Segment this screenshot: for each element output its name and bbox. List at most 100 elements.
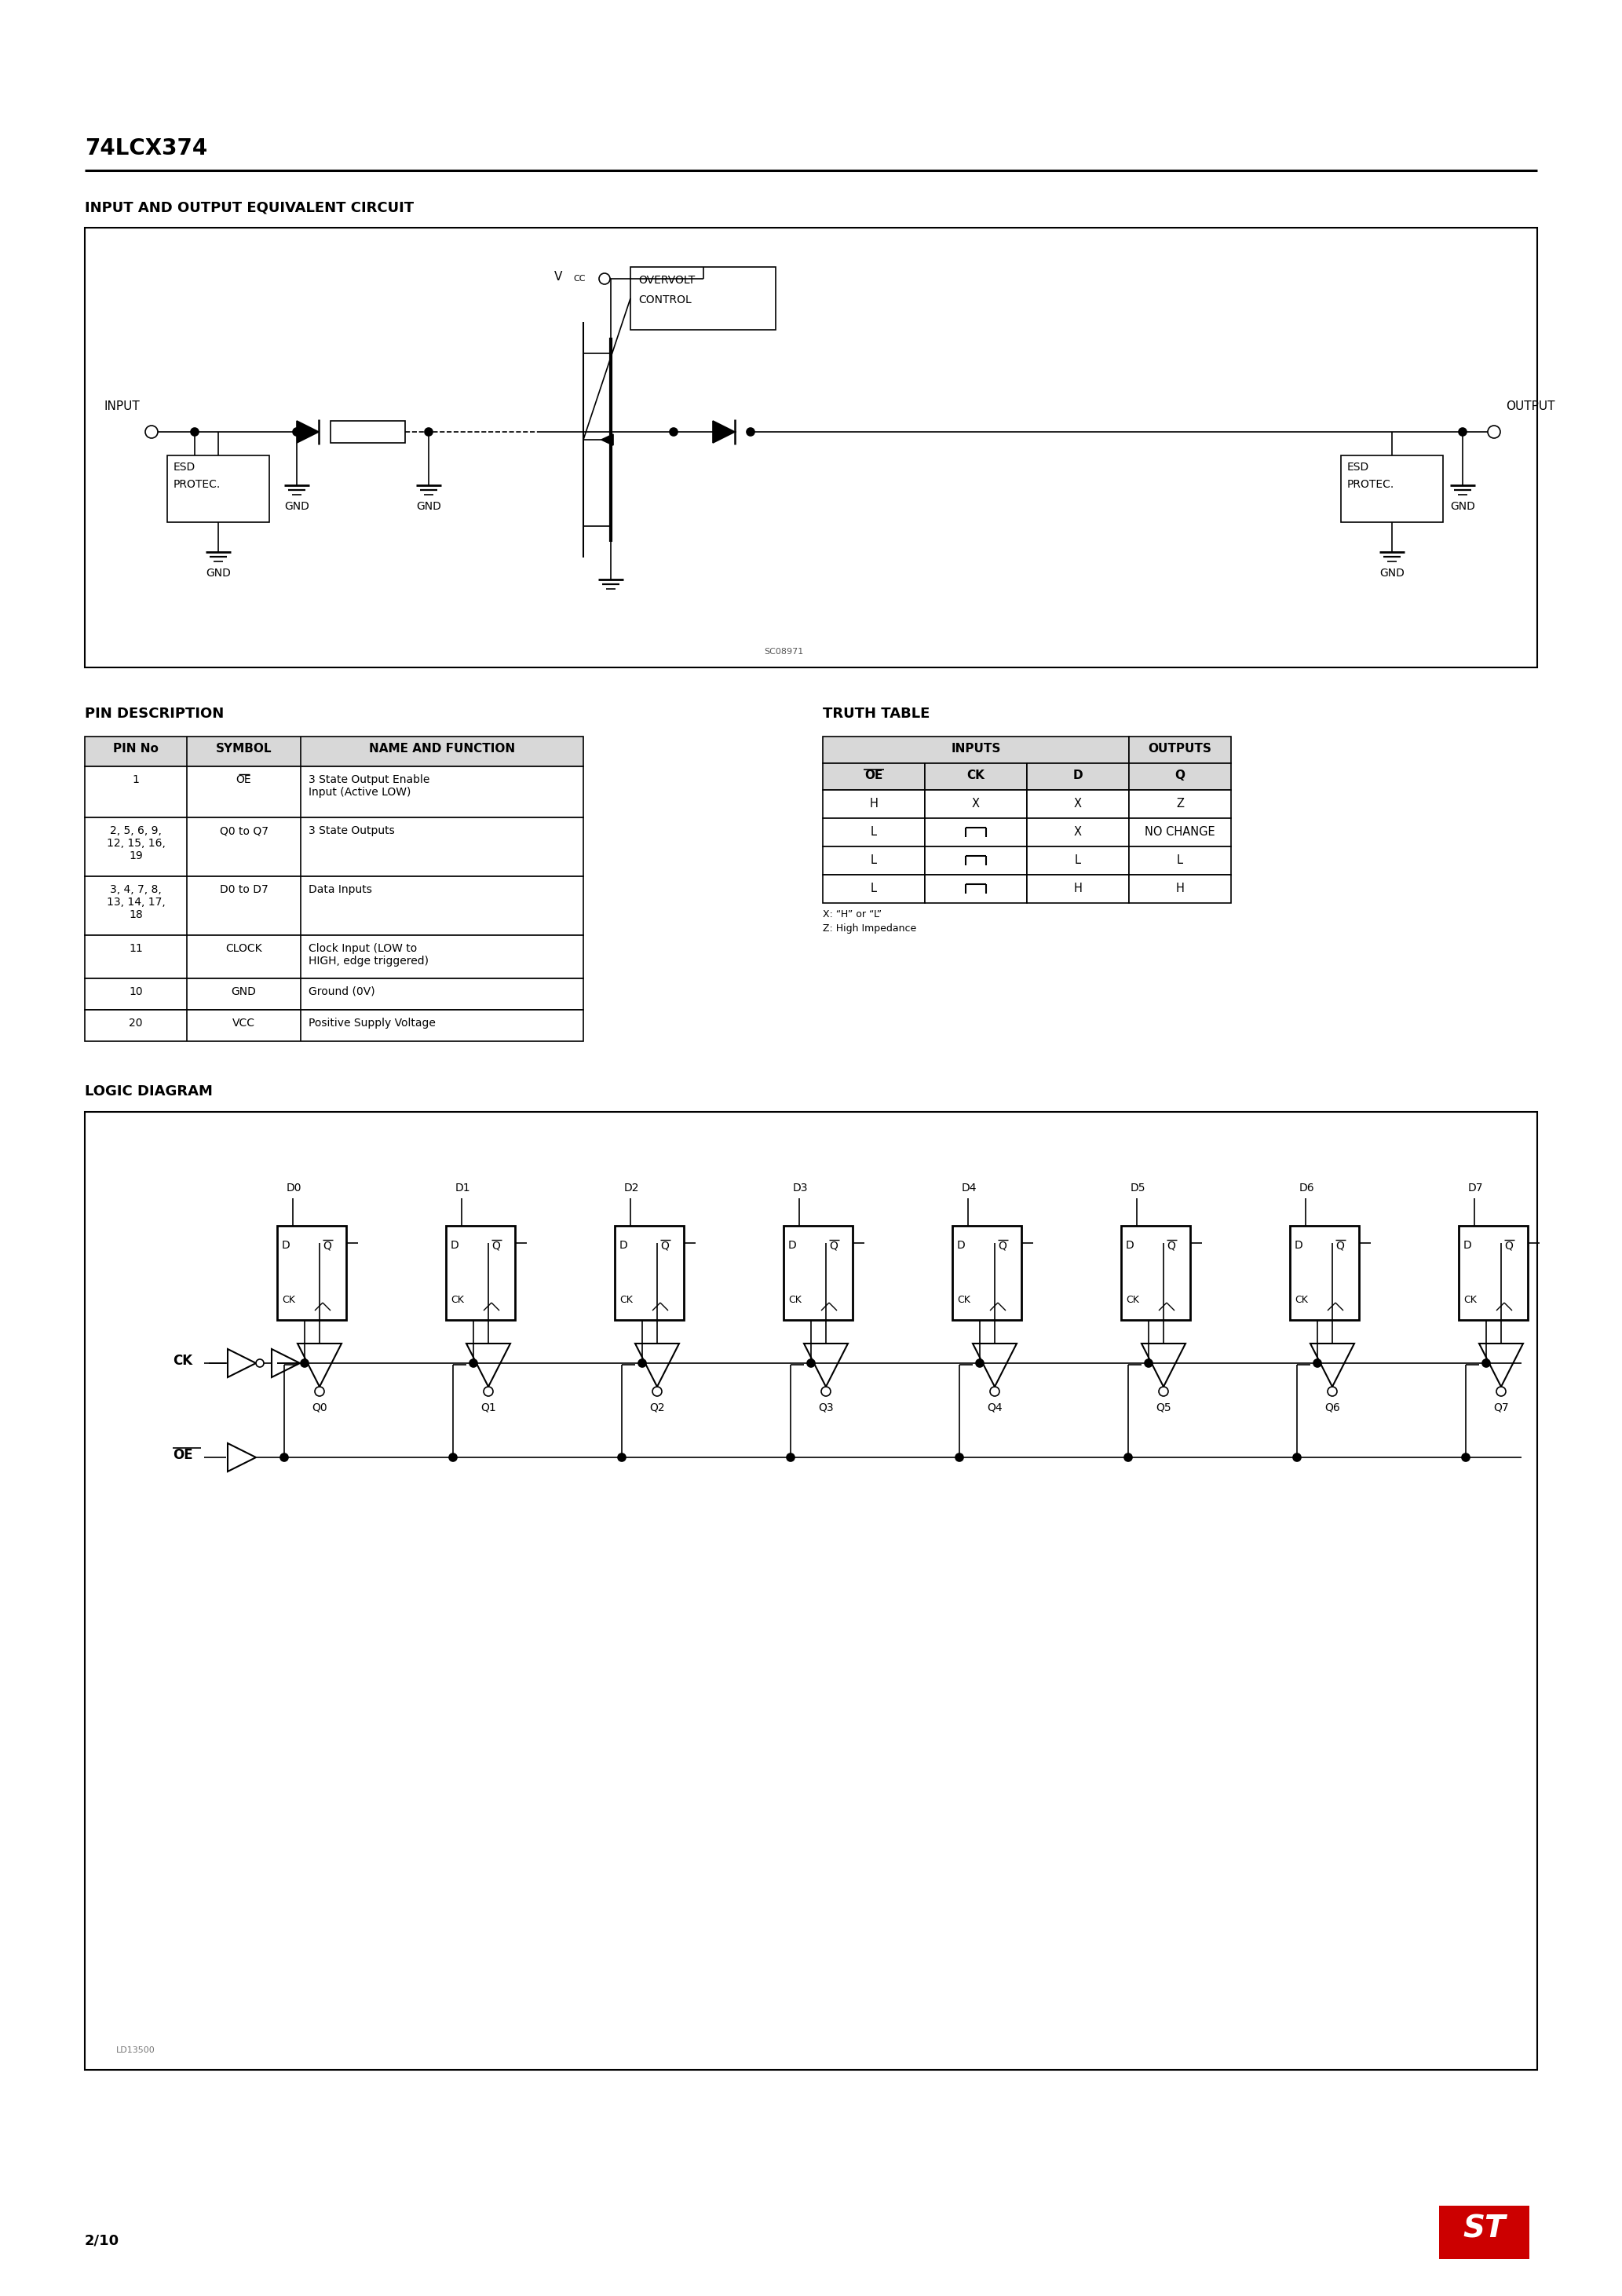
Bar — [1121, 1226, 1191, 1320]
Text: D: D — [1294, 1240, 1302, 1251]
Text: 2, 5, 6, 9,
12, 15, 16,
19: 2, 5, 6, 9, 12, 15, 16, 19 — [107, 824, 165, 861]
Text: D0: D0 — [287, 1182, 302, 1194]
Text: D: D — [957, 1240, 965, 1251]
Text: Q1: Q1 — [480, 1403, 496, 1414]
Text: D: D — [282, 1240, 290, 1251]
Bar — [822, 847, 925, 875]
Text: LOGIC DIAGRAM: LOGIC DIAGRAM — [84, 1084, 212, 1097]
Text: CK: CK — [282, 1295, 295, 1304]
Circle shape — [618, 1453, 626, 1460]
Text: L: L — [871, 854, 878, 866]
Text: PROTEC.: PROTEC. — [1348, 480, 1395, 489]
Text: OVERVOLT: OVERVOLT — [639, 276, 694, 285]
Text: CK: CK — [620, 1295, 633, 1304]
Text: TRUTH TABLE: TRUTH TABLE — [822, 707, 929, 721]
Text: Q7: Q7 — [1494, 1403, 1508, 1414]
Circle shape — [300, 1359, 308, 1366]
Text: CK: CK — [957, 1295, 970, 1304]
Text: ST: ST — [1463, 2213, 1505, 2243]
Circle shape — [976, 1359, 983, 1366]
Text: X: X — [1074, 827, 1082, 838]
Bar — [84, 817, 584, 877]
Text: CC: CC — [573, 276, 586, 282]
Bar — [84, 877, 584, 934]
Text: H: H — [1176, 882, 1184, 895]
Text: INPUT: INPUT — [104, 400, 141, 413]
Text: OE: OE — [865, 769, 882, 781]
Text: LD13500: LD13500 — [117, 2046, 156, 2055]
Bar — [1129, 737, 1231, 762]
Text: L: L — [1075, 854, 1082, 866]
Text: Q: Q — [1174, 769, 1186, 781]
Text: D6: D6 — [1299, 1182, 1315, 1194]
Polygon shape — [1142, 1343, 1186, 1387]
Text: Q: Q — [829, 1240, 837, 1251]
Circle shape — [294, 427, 300, 436]
Text: D4: D4 — [962, 1182, 976, 1194]
Bar — [84, 737, 584, 767]
Text: Ground (0V): Ground (0V) — [308, 987, 375, 996]
Text: INPUTS: INPUTS — [950, 744, 1001, 755]
Bar — [1027, 817, 1129, 847]
Text: Q2: Q2 — [649, 1403, 665, 1414]
Text: Data Inputs: Data Inputs — [308, 884, 371, 895]
Circle shape — [469, 1359, 477, 1366]
Text: NO CHANGE: NO CHANGE — [1145, 827, 1215, 838]
Circle shape — [1293, 1453, 1301, 1460]
Text: Q: Q — [1504, 1240, 1513, 1251]
Text: GND: GND — [206, 567, 230, 579]
Text: L: L — [871, 827, 878, 838]
Polygon shape — [297, 420, 320, 443]
Bar — [84, 767, 584, 817]
Text: Z: High Impedance: Z: High Impedance — [822, 923, 916, 934]
Circle shape — [1458, 427, 1466, 436]
Text: L: L — [871, 882, 878, 895]
Bar — [84, 1010, 584, 1040]
Text: SC08971: SC08971 — [764, 647, 803, 657]
Text: CK: CK — [172, 1355, 193, 1368]
Text: Z: Z — [1176, 797, 1184, 810]
Bar — [446, 1226, 516, 1320]
Text: D5: D5 — [1131, 1182, 1145, 1194]
Text: D: D — [1074, 769, 1083, 781]
Circle shape — [639, 1359, 646, 1366]
Text: Q: Q — [323, 1240, 331, 1251]
Bar — [84, 934, 584, 978]
Text: D: D — [620, 1240, 628, 1251]
Text: Q0: Q0 — [311, 1403, 328, 1414]
Text: OE: OE — [237, 774, 251, 785]
Circle shape — [1461, 1453, 1470, 1460]
Text: CK: CK — [1463, 1295, 1476, 1304]
Polygon shape — [602, 434, 613, 445]
Text: Clock Input (LOW to
HIGH, edge triggered): Clock Input (LOW to HIGH, edge triggered… — [308, 944, 428, 967]
Text: 3, 4, 7, 8,
13, 14, 17,
18: 3, 4, 7, 8, 13, 14, 17, 18 — [107, 884, 165, 921]
Text: Q5: Q5 — [1156, 1403, 1171, 1414]
Bar — [1129, 847, 1231, 875]
Polygon shape — [712, 420, 735, 443]
Text: 74LCX374: 74LCX374 — [84, 138, 208, 158]
Text: Q: Q — [660, 1240, 668, 1251]
Text: GND: GND — [417, 501, 441, 512]
Text: 20: 20 — [130, 1017, 143, 1029]
Bar — [925, 817, 1027, 847]
Bar — [1439, 2206, 1530, 2259]
Bar — [822, 737, 1129, 762]
Polygon shape — [297, 1343, 342, 1387]
Text: 3 State Output Enable
Input (Active LOW): 3 State Output Enable Input (Active LOW) — [308, 774, 430, 799]
Polygon shape — [636, 1343, 680, 1387]
Circle shape — [787, 1453, 795, 1460]
Text: D2: D2 — [624, 1182, 639, 1194]
Bar — [615, 1226, 684, 1320]
Text: CK: CK — [451, 1295, 464, 1304]
Text: Q: Q — [998, 1240, 1006, 1251]
Circle shape — [1483, 1359, 1491, 1366]
Bar — [84, 978, 584, 1010]
Polygon shape — [467, 1343, 511, 1387]
Bar — [822, 790, 925, 817]
Text: GND: GND — [284, 501, 310, 512]
Bar — [84, 1111, 1538, 2071]
Text: CK: CK — [1294, 1295, 1307, 1304]
Text: X: X — [972, 797, 980, 810]
Polygon shape — [973, 1343, 1017, 1387]
Text: ESD: ESD — [1348, 461, 1369, 473]
